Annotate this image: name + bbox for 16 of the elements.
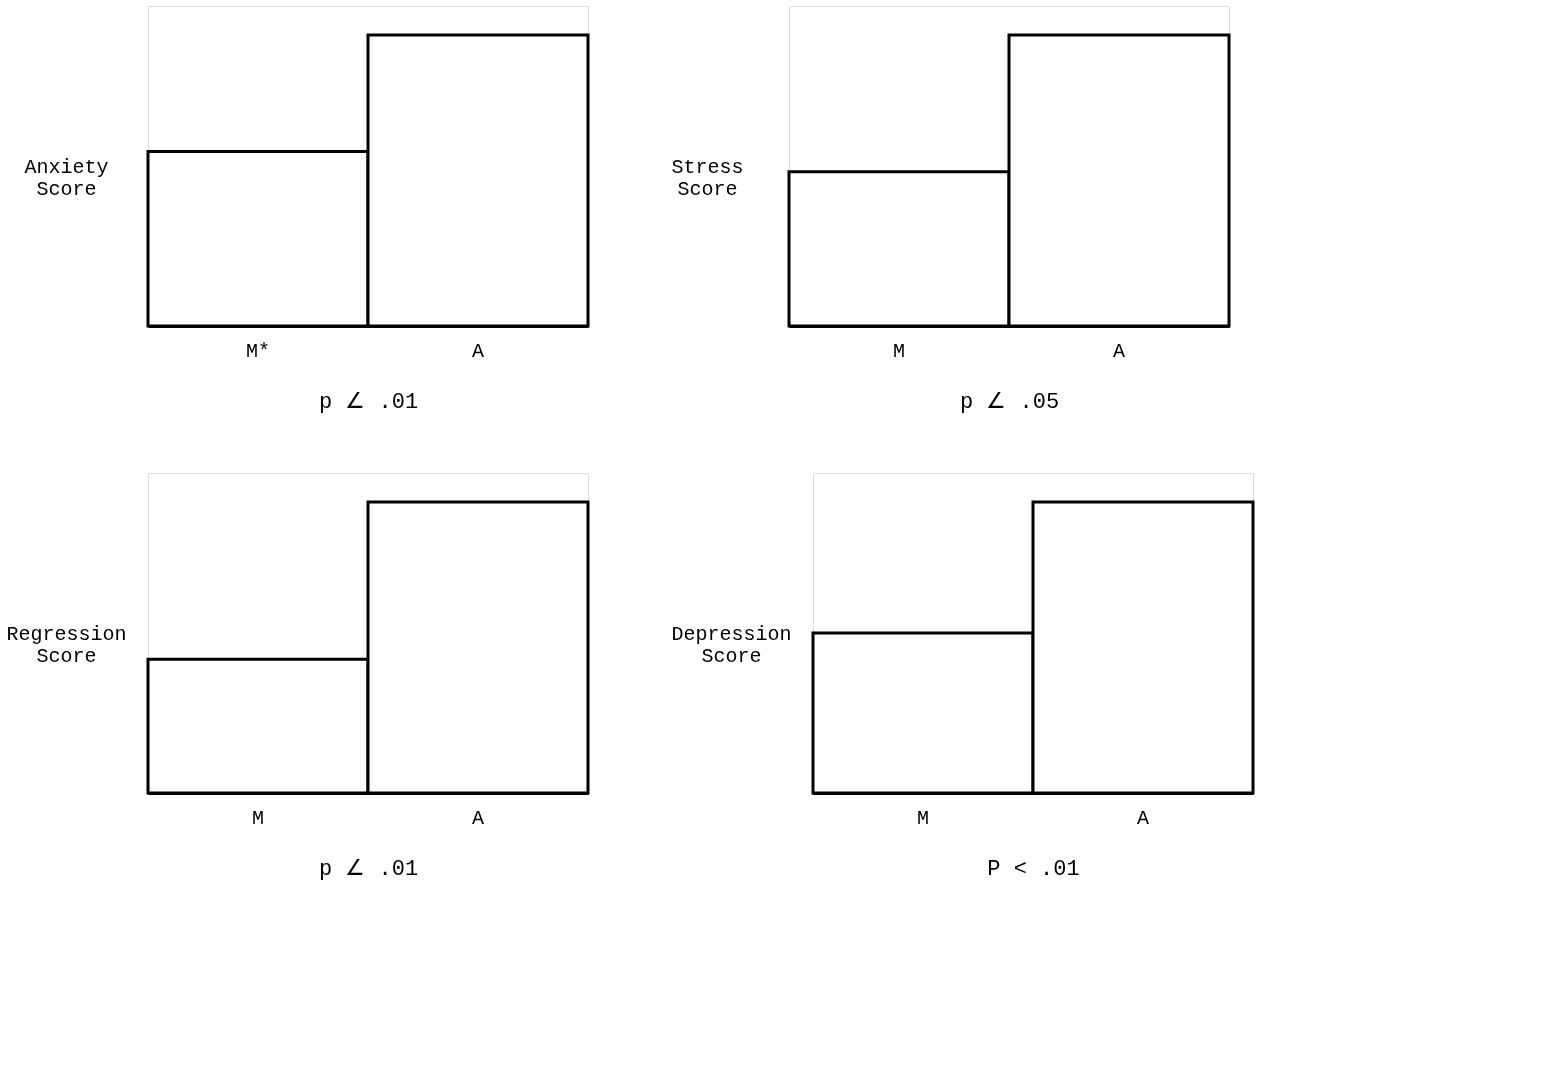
text: P < .01	[987, 856, 1080, 882]
x-tick-label: A	[471, 806, 485, 830]
x-tick-label: A	[471, 339, 485, 363]
text: p ∠ .05	[959, 389, 1060, 415]
text: p ∠ .01	[318, 856, 419, 882]
y-axis-title: Anxiety Score	[24, 155, 109, 201]
y-axis-title: Depression Score	[671, 622, 792, 668]
text: p ∠ .01	[318, 389, 419, 415]
x-tick-label: M	[916, 806, 930, 830]
y-axis-title: Regression Score	[6, 622, 127, 668]
x-tick-label: M	[251, 806, 265, 830]
x-tick-label: M	[892, 339, 906, 363]
y-axis-title: Stress Score	[671, 155, 744, 201]
x-tick-label: M*	[245, 339, 271, 363]
x-tick-label: A	[1136, 806, 1150, 830]
x-tick-label: A	[1112, 339, 1126, 363]
